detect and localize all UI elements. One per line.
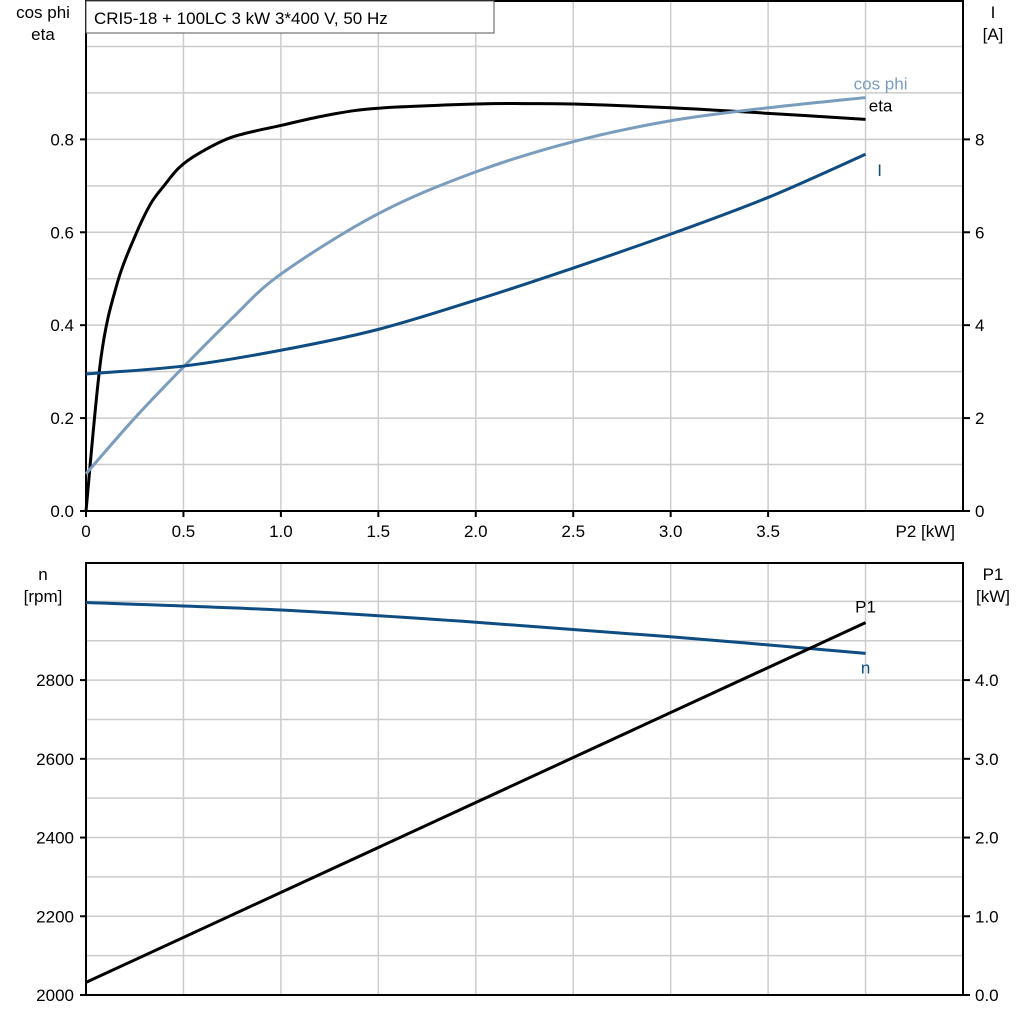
series-label-i: I <box>877 161 882 180</box>
y-left-tick-label: 0.4 <box>50 316 74 335</box>
y-right-tick-label: 0.0 <box>975 986 999 1005</box>
series-line-n <box>85 601 866 655</box>
y-right-tick-label: 8 <box>975 130 984 149</box>
y-left-label-unit: [rpm] <box>24 587 63 606</box>
y-right-tick-label: 4 <box>975 316 984 335</box>
series-label-cos-phi: cos phi <box>854 75 908 94</box>
y-left-tick-label: 0.6 <box>50 223 74 242</box>
y-left-label-unit: eta <box>31 25 55 44</box>
series-line-i <box>85 152 867 376</box>
x-tick-label: 3.0 <box>659 522 683 541</box>
y-left-tick-label: 2800 <box>36 671 74 690</box>
x-tick-label: 1.0 <box>269 522 293 541</box>
x-tick-label: 3.5 <box>756 522 780 541</box>
series-line-p1 <box>85 621 867 984</box>
y-left-tick-label: 0.0 <box>50 502 74 521</box>
y-right-tick-label: 0 <box>975 502 984 521</box>
series-line-eta <box>84 102 866 512</box>
y-left-tick-label: 2600 <box>36 750 74 769</box>
y-right-tick-label: 1.0 <box>975 907 999 926</box>
title-box <box>85 0 495 34</box>
y-right-tick-label: 2 <box>975 409 984 428</box>
y-left-tick-label: 2400 <box>36 829 74 848</box>
y-left-tick-label: 2000 <box>36 986 74 1005</box>
series-label-p1: P1 <box>855 598 876 617</box>
y-right-label: I <box>991 3 996 22</box>
y-left-label: n <box>38 565 47 584</box>
x-tick-label: 1.5 <box>367 522 391 541</box>
x-tick-label: 2.0 <box>464 522 488 541</box>
y-left-tick-label: 0.8 <box>50 130 74 149</box>
x-axis-label: P2 [kW] <box>895 522 955 541</box>
y-right-label: P1 <box>983 565 1004 584</box>
y-left-label: cos phi <box>16 3 70 22</box>
y-right-label-unit: [A] <box>983 25 1004 44</box>
x-tick-label: 0.5 <box>172 522 196 541</box>
y-right-tick-label: 6 <box>975 223 984 242</box>
y-right-tick-label: 4.0 <box>975 671 999 690</box>
y-right-label-unit: [kW] <box>976 587 1010 606</box>
y-left-tick-label: 2200 <box>36 907 74 926</box>
y-right-tick-label: 3.0 <box>975 750 999 769</box>
x-tick-label: 0 <box>81 522 90 541</box>
series-line-cos-phi <box>84 96 866 475</box>
series-label-n: n <box>861 658 870 677</box>
y-left-tick-label: 0.2 <box>50 409 74 428</box>
chart-title: CRI5-18 + 100LC 3 kW 3*400 V, 50 Hz <box>94 9 388 28</box>
x-tick-label: 2.5 <box>561 522 585 541</box>
y-right-tick-label: 2.0 <box>975 829 999 848</box>
series-label-eta: eta <box>869 96 893 115</box>
